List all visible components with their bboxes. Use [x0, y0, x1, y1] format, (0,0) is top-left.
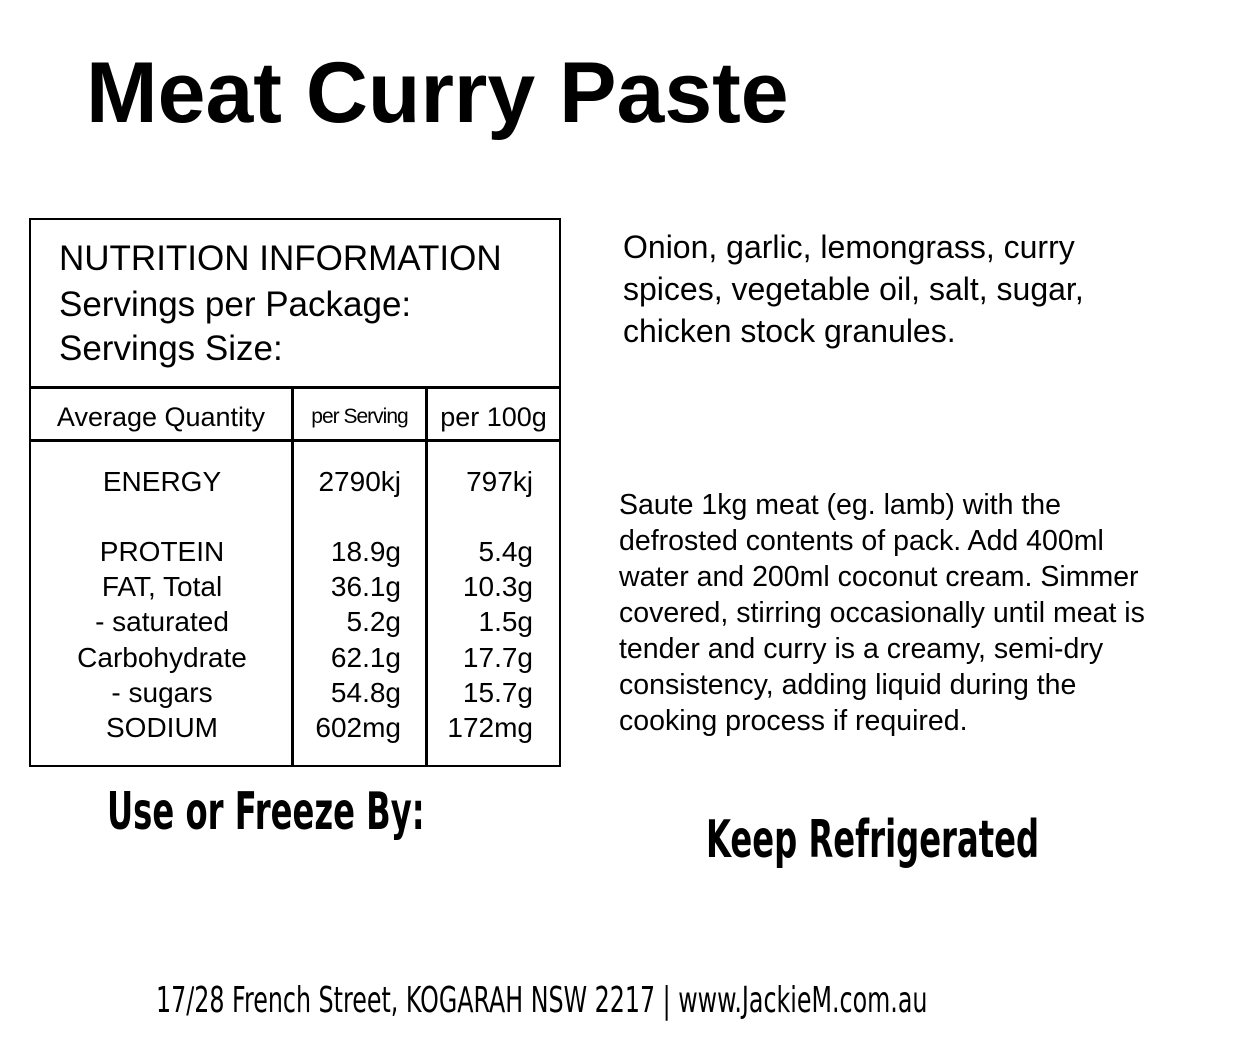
nutrient-label: - sugars	[111, 677, 213, 708]
per-100g-value: 5.4g	[478, 536, 534, 567]
per-serving-value: 18.9g	[330, 536, 401, 567]
ingredients-line: chicken stock granules.	[623, 313, 956, 349]
use-by-label: Use or Freeze By:	[107, 782, 425, 842]
per-100g-value: 797kj	[466, 466, 533, 497]
divider	[31, 439, 559, 442]
nutrient-label: - saturated	[95, 606, 229, 637]
per-serving-value: 5.2g	[346, 606, 402, 637]
per-serving-value: 602mg	[315, 712, 401, 743]
servings-per-package: Servings per Package:	[59, 285, 412, 324]
instructions-line: water and 200ml coconut cream. Simmer	[619, 561, 1139, 593]
nutrient-label: FAT, Total	[101, 571, 223, 602]
serving-size: Servings Size:	[59, 329, 283, 368]
nutrient-label: ENERGY	[102, 466, 222, 497]
per-serving-value: 2790kj	[318, 466, 401, 497]
instructions-line: cooking process if required.	[619, 705, 968, 737]
instructions-line: defrosted contents of pack. Add 400ml	[619, 525, 1104, 557]
nutrient-label: SODIUM	[106, 712, 218, 743]
per-100g-value: 10.3g	[462, 571, 533, 602]
nutrition-panel: NUTRITION INFORMATION Servings per Packa…	[29, 218, 561, 767]
storage-instruction: Keep Refrigerated	[706, 810, 1040, 870]
product-title: Meat Curry Paste	[86, 45, 789, 141]
divider	[425, 386, 428, 765]
column-header: Average Quantity	[56, 401, 266, 432]
instructions-line: tender and curry is a creamy, semi-dry	[619, 633, 1104, 665]
per-serving-value: 54.8g	[330, 677, 401, 708]
ingredients: Onion, garlic, lemongrass, curry spices,…	[623, 226, 1084, 352]
instructions-line: consistency, adding liquid during the	[619, 669, 1077, 701]
per-serving-value: 36.1g	[330, 571, 401, 602]
divider	[291, 386, 294, 765]
nutrient-label: PROTEIN	[99, 536, 225, 567]
divider	[31, 386, 559, 389]
per-100g-value: 17.7g	[462, 642, 533, 673]
instructions-line: covered, stirring occasionally until mea…	[619, 597, 1145, 629]
cooking-instructions: Saute 1kg meat (eg. lamb) with the defro…	[619, 487, 1145, 739]
instructions-line: Saute 1kg meat (eg. lamb) with the	[619, 489, 1061, 521]
ingredients-line: spices, vegetable oil, salt, sugar,	[623, 271, 1084, 307]
nutrient-label: Carbohydrate	[77, 642, 247, 673]
ingredients-line: Onion, garlic, lemongrass, curry	[623, 229, 1075, 265]
column-header: per 100g	[440, 401, 547, 432]
nutrition-heading: NUTRITION INFORMATION	[59, 239, 502, 278]
per-100g-value: 15.7g	[462, 677, 533, 708]
column-header: per Serving	[311, 405, 408, 428]
per-serving-value: 62.1g	[330, 642, 401, 673]
per-100g-value: 1.5g	[478, 606, 534, 637]
per-100g-value: 172mg	[447, 712, 533, 743]
footer-address: 17/28 French Street, KOGARAH NSW 2217 | …	[156, 980, 928, 1021]
